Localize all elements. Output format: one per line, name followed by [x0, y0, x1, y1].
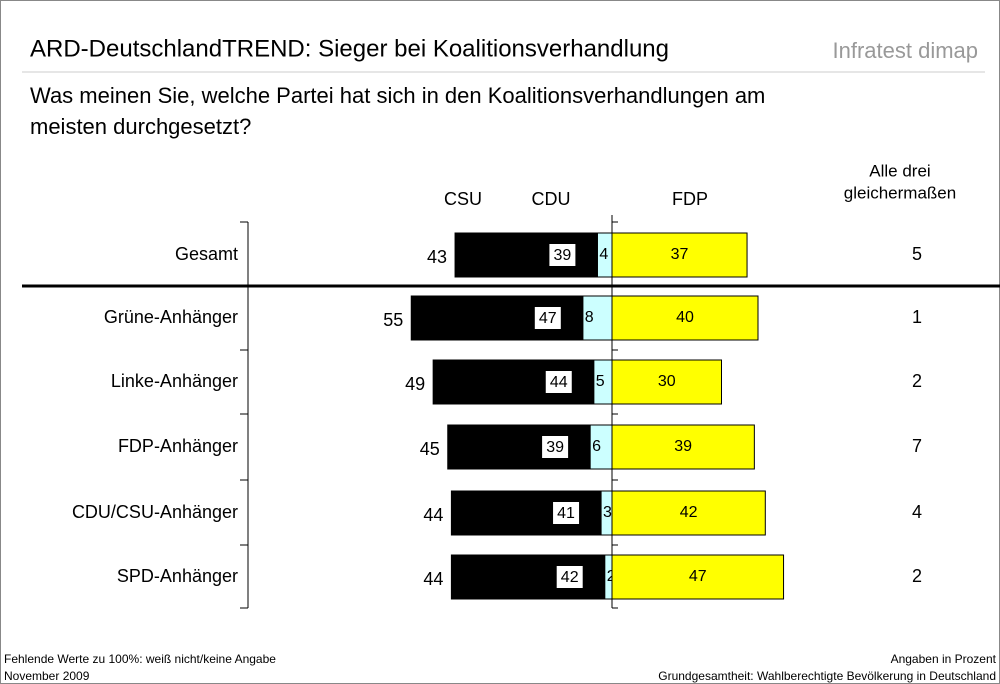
value-label: 8	[585, 309, 594, 326]
value-label: 47	[539, 310, 557, 327]
value-label: 6	[592, 438, 601, 455]
footnote: November 2009	[4, 669, 90, 683]
bar	[447, 424, 591, 470]
category-label: CDU/CSU-Anhänger	[72, 502, 238, 522]
label-box	[545, 371, 572, 393]
bar	[611, 554, 785, 600]
total-label: 44	[423, 505, 443, 525]
label-box	[534, 307, 561, 329]
category-label: FDP-Anhänger	[118, 436, 238, 456]
total-label: 45	[420, 439, 440, 459]
bar	[611, 359, 722, 405]
all-three-value: 5	[912, 244, 922, 264]
footnote: Angaben in Prozent	[891, 652, 997, 666]
brand: Infratest dimap	[832, 38, 978, 63]
category-label: Grüne-Anhänger	[104, 307, 238, 327]
all-three-value: 1	[912, 307, 922, 327]
subtitle: Was meinen Sie, welche Partei hat sich i…	[30, 83, 765, 108]
subtitle: meisten durchgesetzt?	[30, 114, 251, 139]
value-label: 30	[658, 373, 676, 390]
value-label: 2	[607, 568, 616, 585]
bar	[611, 232, 748, 278]
value-label: 40	[676, 309, 694, 326]
footnote: Grundgesamtheit: Wahlberechtigte Bevölke…	[658, 669, 996, 683]
value-label: 3	[603, 504, 612, 521]
total-label: 43	[427, 247, 447, 267]
column-header: gleichermaßen	[844, 183, 956, 202]
label-box	[542, 436, 569, 458]
total-label: 44	[423, 569, 443, 589]
value-label: 39	[546, 439, 564, 456]
value-label: 41	[557, 505, 575, 522]
label-box	[553, 502, 580, 524]
value-label: 44	[550, 374, 568, 391]
bar	[611, 490, 766, 536]
bar	[611, 295, 759, 341]
category-label: Linke-Anhänger	[111, 371, 238, 391]
value-label: 42	[561, 569, 579, 586]
value-label: 37	[671, 246, 689, 263]
legend-label: FDP	[672, 189, 708, 209]
all-three-value: 2	[912, 371, 922, 391]
value-label: 47	[689, 568, 707, 585]
value-label: 39	[554, 247, 572, 264]
value-label: 39	[674, 438, 692, 455]
label-box	[549, 244, 576, 266]
bar	[611, 424, 755, 470]
label-box	[556, 566, 583, 588]
value-label: 42	[680, 504, 698, 521]
total-label: 55	[383, 310, 403, 330]
category-label: SPD-Anhänger	[117, 566, 238, 586]
footnote: Fehlende Werte zu 100%: weiß nicht/keine…	[4, 652, 276, 666]
category-label: Gesamt	[175, 244, 238, 264]
total-label: 49	[405, 374, 425, 394]
all-three-value: 7	[912, 436, 922, 456]
all-three-value: 2	[912, 566, 922, 586]
chart-title: ARD-DeutschlandTREND: Sieger bei Koaliti…	[30, 35, 669, 62]
legend-label: CDU	[532, 189, 571, 209]
column-header: Alle drei	[869, 161, 930, 180]
value-label: 4	[599, 246, 608, 263]
value-label: 5	[596, 373, 605, 390]
all-three-value: 4	[912, 502, 922, 522]
bar	[454, 232, 598, 278]
legend-label: CSU	[444, 189, 482, 209]
